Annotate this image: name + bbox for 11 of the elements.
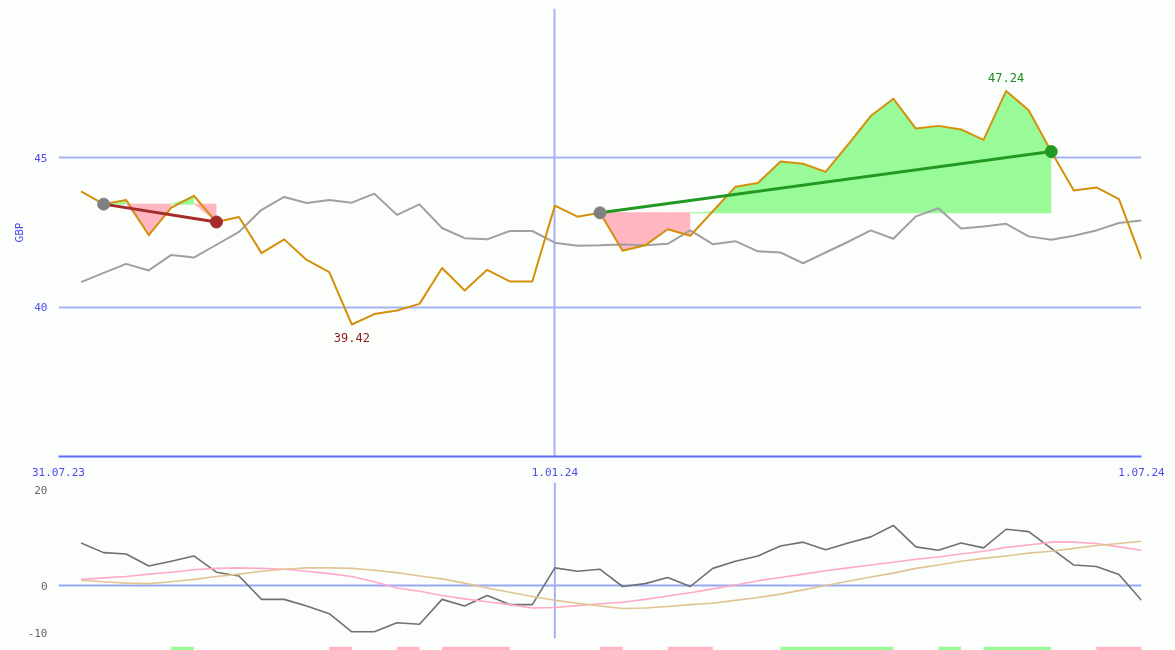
x-tick-label: 31.07.23 — [32, 465, 85, 479]
y-axis-title: GBP — [13, 222, 27, 243]
y-tick-label: 45 — [34, 151, 48, 165]
annotation: 39.42 — [333, 331, 370, 346]
x-tick-label: 1.01.24 — [531, 465, 579, 479]
x-tick-label: 1.07.24 — [1118, 465, 1166, 479]
annotation: 47.24 — [988, 70, 1025, 85]
y-tick-label: 0 — [40, 579, 48, 593]
y-tick-label: 20 — [34, 484, 48, 498]
y-tick-label: -10 — [27, 627, 48, 641]
y-tick-label: 40 — [34, 301, 48, 315]
